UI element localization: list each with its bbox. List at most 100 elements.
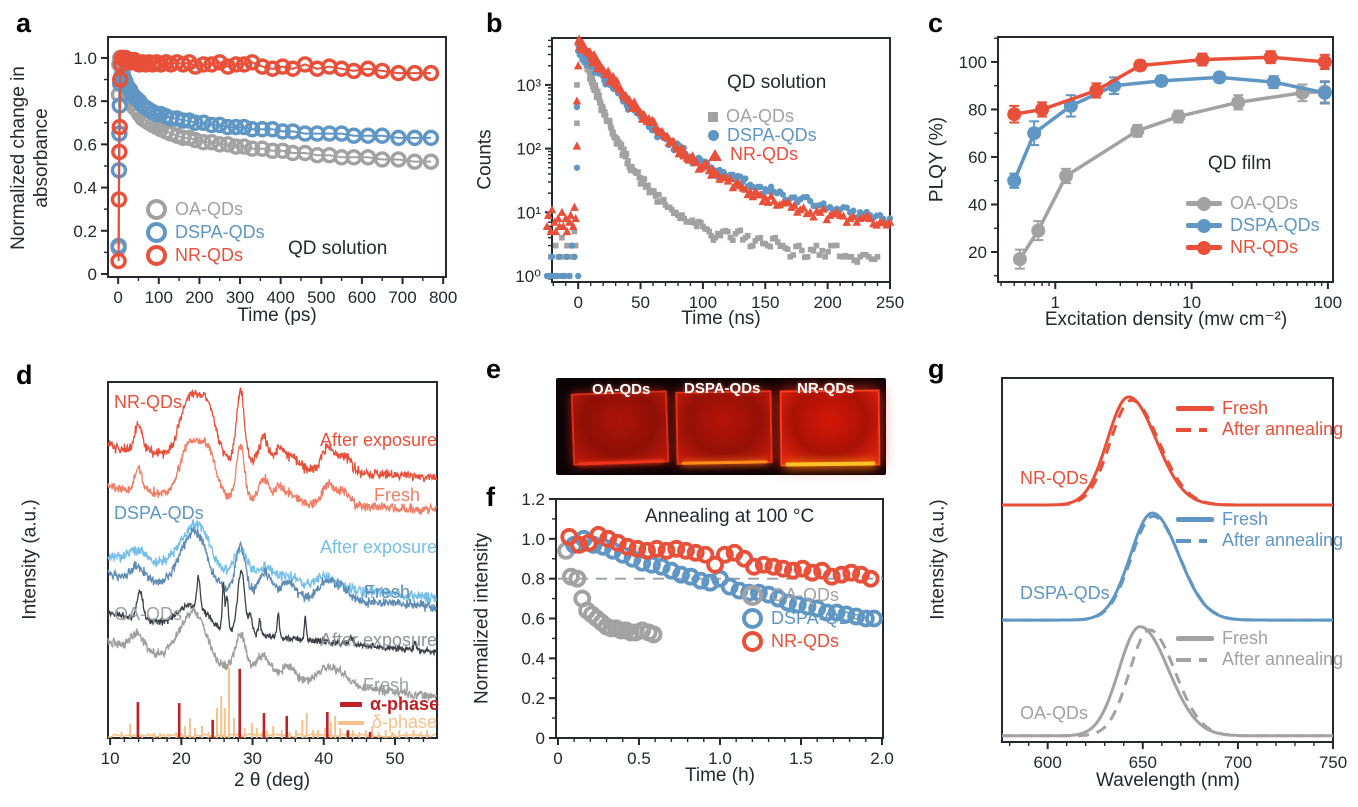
x-tick-label: 1 xyxy=(1051,293,1060,312)
trace-label-oa-fresh: Fresh xyxy=(363,675,410,695)
y-tick-label: 0.8 xyxy=(521,570,545,589)
trace-label-nr: NR-QDs xyxy=(114,392,182,412)
axes: 10 20 30 40 50 xyxy=(101,381,438,768)
x-tick-label: 700 xyxy=(388,288,416,307)
x-axis-label: 2 θ (deg) xyxy=(233,770,311,791)
qd-film-photo: OA-QDs DSPA-QDs NR-QDs xyxy=(556,378,886,475)
y-tick-label: 20 xyxy=(968,243,987,262)
legend-label: Fresh xyxy=(1222,398,1269,418)
x-tick-label: 600 xyxy=(1033,753,1061,772)
x-tick-label: 200 xyxy=(185,288,213,307)
panel-f: f 0 0.5 1.0 1.5 2.0 0 0.2 0.4 0.6 0.8 1.0 1.2 Norma… xyxy=(460,480,910,807)
panel-e: e OA-QDs DSPA-QDs NR-QDs xyxy=(460,350,910,480)
y-tick-label: 1.2 xyxy=(521,490,545,509)
x-tick-label: 600 xyxy=(348,288,376,307)
y-tick-label: 10¹ xyxy=(516,203,541,222)
y-tick-label: 80 xyxy=(968,100,987,119)
y-tick-label: 0.6 xyxy=(73,135,97,154)
legend-label: OA-QDs xyxy=(771,585,840,605)
legend-label: NR-QDs xyxy=(175,245,243,265)
nr-qds-marker-icon xyxy=(146,245,167,266)
trace-label-nr-fresh: Fresh xyxy=(374,485,421,505)
x-tick-label: 10 xyxy=(1182,293,1201,312)
x-tick-label: 20 xyxy=(172,749,191,768)
x-tick-label: 100 xyxy=(145,288,173,307)
trace-label-dspa: DSPA-QDs xyxy=(114,503,204,523)
legend-item: OA-QDs xyxy=(708,106,794,127)
trace-label-dspa-after: After exposure xyxy=(320,537,438,557)
panel-d: d 10 20 30 40 50 Intensity (a.u.) 2 θ (deg) … xyxy=(0,350,460,807)
dashed-line-icon xyxy=(1176,427,1214,432)
x-tick-label: 10 xyxy=(101,749,120,768)
solid-line-icon xyxy=(1176,636,1214,641)
panel-d-plot: 10 20 30 40 50 xyxy=(101,381,438,768)
legend-item: DSPA-QDs xyxy=(1186,215,1320,236)
legend-item-delta-phase: δ-phase xyxy=(338,712,437,733)
trace-label-oa-after: After exposure xyxy=(320,630,438,650)
panel-c-plot: 1 10 100 20 40 60 80 100 xyxy=(959,36,1342,312)
panel-b-plot: 0 50 100 150 200 250 10⁰ 10¹ 10² 10³ xyxy=(515,34,904,312)
legend-item: DSPA-QDs xyxy=(146,222,265,243)
dspa-qds-line-marker-icon xyxy=(1186,218,1222,233)
x-tick-label: 750 xyxy=(1319,753,1347,772)
panel-g-plot: 600 650 700 750 xyxy=(1001,377,1347,772)
legend-item-alpha-phase: α-phase xyxy=(340,694,439,715)
dashed-line-icon xyxy=(1176,657,1214,662)
legend-item: OA-QDs xyxy=(1186,193,1298,214)
legend-label: δ-phase xyxy=(372,712,438,732)
x-tick-label: 40 xyxy=(314,749,333,768)
film-dspa-qds xyxy=(675,390,773,465)
x-tick-label: 0.5 xyxy=(627,749,651,768)
film-label-oa: OA-QDs xyxy=(592,381,651,398)
y-axis-label: PLQY (%) xyxy=(926,116,948,203)
x-tick-label: 0 xyxy=(573,293,582,312)
x-axis-label: Time (ns) xyxy=(681,308,761,329)
y-tick-label: 0.4 xyxy=(521,649,545,668)
legend-item: OA-QDs xyxy=(742,585,839,606)
panel-c: c 1 10 100 20 40 60 80 100 PLQY (%) Excitation … xyxy=(910,0,1358,345)
y-tick-label: 0 xyxy=(88,265,97,284)
y-axis-label: Intensity (a.u.) xyxy=(19,499,41,620)
nr-qds-triangle-icon xyxy=(708,148,722,161)
panel-letter-c: c xyxy=(928,8,944,38)
panel-a: a 0 100 200 300 400 500 600 700 800 0 0.2 0.4 0.6 0.8… xyxy=(0,0,460,345)
axes: 0 50 100 150 200 250 10⁰ 10¹ 10² 10³ xyxy=(515,37,904,312)
panel-letter-d: d xyxy=(16,360,33,390)
x-tick-label: 250 xyxy=(876,293,904,312)
x-tick-label: 0 xyxy=(113,288,122,307)
oa-qds-line-marker-icon xyxy=(1186,196,1222,211)
annotation-annealing: Annealing at 100 °C xyxy=(645,506,815,527)
trace-label-dspa-fresh: Fresh xyxy=(364,582,411,602)
x-tick-label: 1.0 xyxy=(708,749,732,768)
legend-label: NR-QDs xyxy=(730,144,798,164)
xrd-trace-DSPA-after xyxy=(107,519,438,604)
x-tick-label: 100 xyxy=(1314,293,1342,312)
dashed-line-icon xyxy=(1176,538,1214,543)
x-tick-label: 500 xyxy=(307,288,335,307)
x-tick-label: 50 xyxy=(631,293,650,312)
trace-label-nr-after: After exposure xyxy=(320,430,438,450)
x-tick-label: 1.5 xyxy=(789,749,813,768)
annotation-qd-solution: QD solution xyxy=(288,238,388,259)
panel-letter-f: f xyxy=(486,482,495,512)
legend-label: NR-QDs xyxy=(1230,237,1298,257)
x-tick-label: 300 xyxy=(226,288,254,307)
legend-label: DSPA-QDs xyxy=(175,222,265,242)
film-edge-glow xyxy=(681,460,768,465)
trace-label-dspa: DSPA-QDs xyxy=(1020,583,1110,603)
legend-label: OA-QDs xyxy=(726,106,795,126)
x-tick-label: 700 xyxy=(1224,753,1252,772)
delta-noise-floor xyxy=(108,732,436,739)
axes: 600 650 700 750 xyxy=(1001,377,1347,772)
nr-qds-marker-icon xyxy=(742,631,763,652)
legend-item: DSPA-QDs xyxy=(708,125,817,146)
x-tick-label: 30 xyxy=(243,749,262,768)
y-tick-label: 0.2 xyxy=(521,689,545,708)
legend-label: DSPA-QDs xyxy=(727,125,817,145)
y-tick-label: 0 xyxy=(536,729,545,748)
y-tick-label: 0.4 xyxy=(73,179,97,198)
legend-item: DSPA-QDs xyxy=(742,608,861,629)
legend-label: OA-QDs xyxy=(175,199,244,219)
y-tick-label: 1.0 xyxy=(73,49,97,68)
